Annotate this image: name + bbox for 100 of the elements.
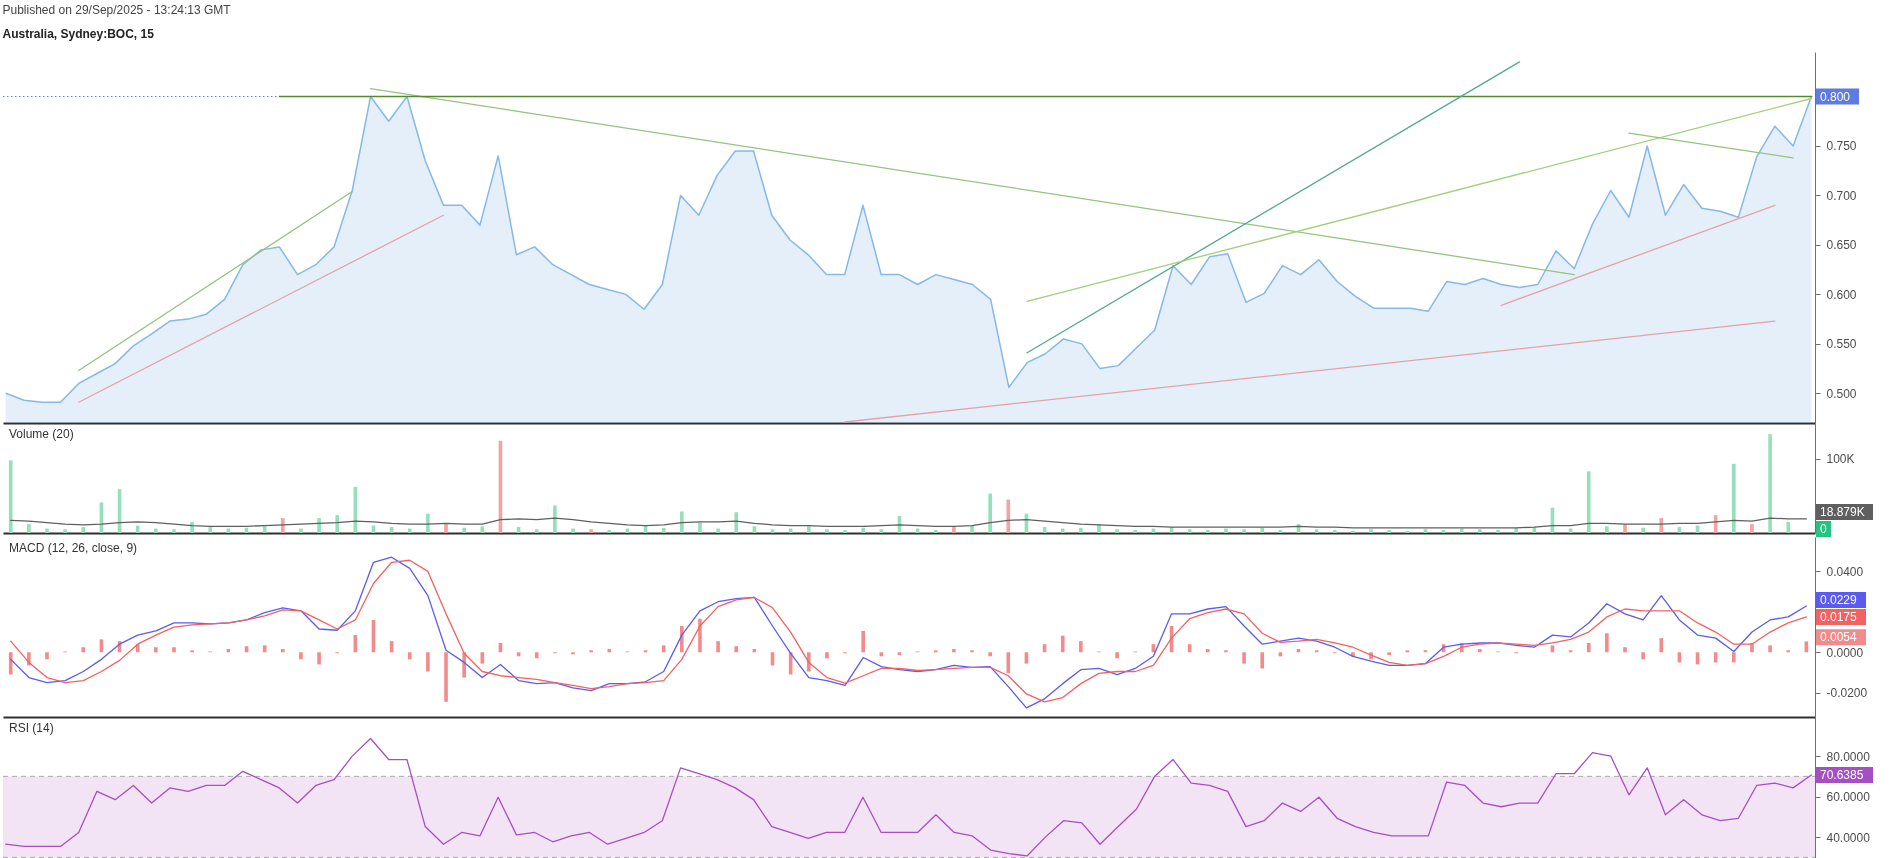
line-series: [5, 737, 1812, 857]
bar: [172, 647, 176, 653]
bar: [988, 493, 992, 533]
chart-title: Volume (20): [9, 427, 74, 441]
y-tick-label: 0.650: [1826, 238, 1857, 253]
bar: [1206, 530, 1210, 533]
bar: [861, 630, 866, 653]
bar: [317, 652, 321, 665]
bar: [407, 652, 412, 660]
bar: [1786, 650, 1791, 653]
bar: [1115, 529, 1119, 533]
bar: [1586, 471, 1591, 533]
bar: [970, 650, 974, 653]
bar: [1605, 633, 1609, 653]
bar: [45, 652, 49, 660]
bar: [988, 652, 992, 657]
bar: [81, 527, 86, 533]
bar: [825, 529, 829, 533]
bar: [607, 649, 612, 653]
y-tick-label: 0.0000: [1826, 645, 1864, 660]
bar: [1514, 527, 1518, 533]
bar: [933, 530, 938, 533]
bar: [426, 652, 430, 672]
bar: [299, 652, 303, 660]
bar: [280, 649, 285, 653]
bar: [1369, 529, 1373, 533]
y-tick-label: 0.500: [1826, 386, 1857, 401]
bar: [81, 647, 86, 653]
bar: [280, 518, 285, 533]
bar: [534, 652, 539, 659]
chart-title: Published on 29/Sep/2025 - 13:24:13 GMT: [2, 3, 232, 17]
y-tick-label: 0.600: [1826, 287, 1857, 302]
bar: [208, 527, 213, 533]
bar: [1478, 529, 1482, 533]
bar: [444, 524, 448, 533]
y-tick-label: 60.0000: [1826, 790, 1871, 805]
bar: [1006, 652, 1011, 674]
bar: [154, 528, 158, 533]
y-tick-label: 100K: [1826, 452, 1855, 467]
bar: [607, 530, 612, 533]
bar: [770, 529, 775, 533]
y-tick-label: 40.0000: [1826, 830, 1871, 845]
data-label: 0: [1820, 522, 1827, 536]
bar: [1586, 642, 1591, 653]
bar: [154, 647, 158, 653]
bar: [680, 511, 684, 533]
bar: [970, 525, 974, 533]
bar: [1206, 649, 1210, 653]
bar: [317, 518, 321, 533]
bar: [952, 527, 956, 533]
bar: [426, 513, 430, 533]
bar: [299, 528, 303, 533]
bar: [1332, 530, 1337, 533]
bar: [1387, 652, 1392, 656]
bar: [1079, 641, 1083, 653]
bar: [1768, 434, 1772, 533]
bar: [27, 524, 31, 533]
bar: [1659, 638, 1664, 653]
bar: [1260, 652, 1265, 669]
bar: [190, 650, 194, 653]
data-label: 70.6385: [1820, 768, 1864, 783]
y-tick-label: 0.0400: [1826, 564, 1864, 579]
bar: [897, 652, 902, 656]
bar: [407, 528, 412, 533]
bar: [734, 512, 739, 533]
bar: [843, 530, 847, 533]
bar: [1605, 526, 1609, 533]
bar: [462, 527, 466, 533]
bar: [571, 528, 575, 533]
bar: [1623, 647, 1627, 653]
y-tick-label: 80.0000: [1826, 749, 1871, 764]
chart-title: MACD (12, 26, close, 9): [9, 541, 138, 555]
bar: [335, 515, 340, 533]
data-label: 0.0175: [1820, 609, 1858, 624]
bar: [534, 529, 539, 533]
bar: [1187, 529, 1192, 533]
bar: [1459, 528, 1464, 533]
bar: [45, 528, 49, 533]
bar: [734, 646, 739, 653]
bar: [825, 652, 829, 659]
bar: [1224, 650, 1228, 653]
bar: [1768, 645, 1772, 653]
bar: [1641, 652, 1645, 660]
bar: [1224, 528, 1228, 533]
bar: [1060, 528, 1065, 533]
bar: [8, 460, 13, 533]
bar: [698, 522, 702, 533]
bar: [444, 652, 448, 702]
bar: [1732, 652, 1736, 663]
bar: [589, 650, 593, 653]
bar: [63, 529, 67, 533]
bar: [1387, 530, 1392, 533]
bar: [8, 652, 13, 675]
bar: [480, 652, 485, 664]
bar: [1750, 524, 1754, 533]
bar: [1314, 529, 1319, 533]
chart-subtitle: Australia, Sydney:BOC, 15: [2, 27, 155, 41]
bar: [1496, 530, 1500, 533]
bar: [172, 529, 176, 533]
bar: [553, 505, 557, 533]
